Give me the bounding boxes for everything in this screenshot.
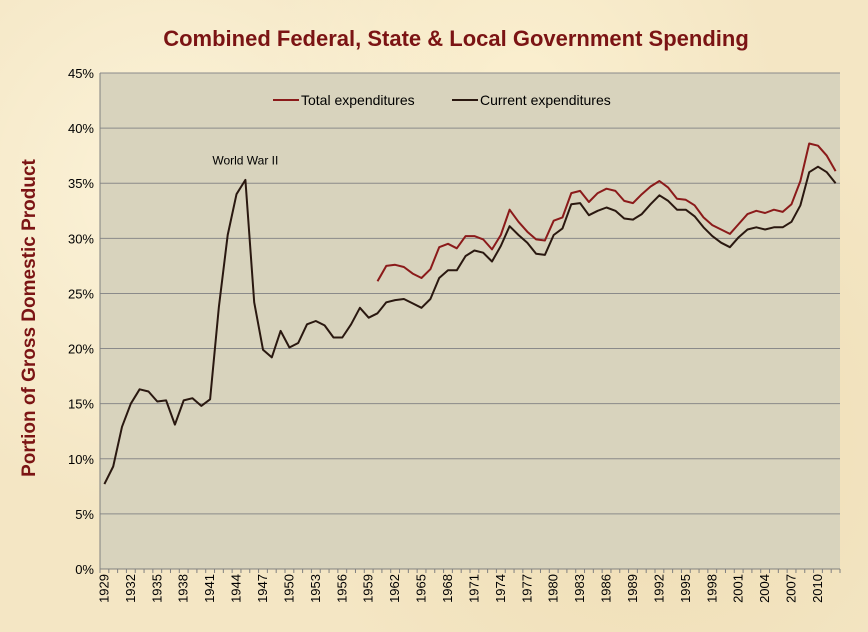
- series-lines: [103, 142, 837, 485]
- x-tick-label: 1938: [176, 574, 191, 603]
- y-tick-label: 35%: [68, 176, 94, 191]
- legend-label: Total expenditures: [301, 92, 415, 108]
- x-tick-label: 1932: [123, 574, 138, 603]
- y-tick-label: 5%: [75, 507, 94, 522]
- x-tick-label: 1953: [308, 574, 323, 603]
- x-tick-label: 1998: [704, 574, 719, 603]
- x-tick-labels: 1929 1932 1935 1938 1941 1944 1947 1950 1953 1956…: [96, 574, 825, 603]
- x-tick-label: 1944: [229, 574, 244, 603]
- series-line-current-expenditures: [103, 165, 837, 485]
- chart-title: Combined Federal, State & Local Governme…: [163, 26, 749, 51]
- x-tick-label: 1968: [440, 574, 455, 603]
- y-tick-label: 15%: [68, 397, 94, 412]
- series-line-total-expenditures: [376, 142, 837, 282]
- x-tick-label: 1986: [599, 574, 614, 603]
- annotations: World War II: [212, 153, 278, 167]
- y-tick-labels: 0% 5% 10% 15% 20% 25% 30% 35% 40% 45%: [68, 66, 94, 577]
- x-tick-label: 1959: [361, 574, 376, 603]
- x-tick-label: 1947: [255, 574, 270, 603]
- x-tick-label: 1971: [466, 574, 481, 603]
- x-tick-label: 1977: [519, 574, 534, 603]
- gridlines: [99, 72, 841, 573]
- x-tick-label: 1980: [546, 574, 561, 603]
- y-axis-label: Portion of Gross Domestic Product: [19, 158, 40, 476]
- x-tick-label: 2007: [784, 574, 799, 603]
- legend: Total expenditures Current expenditures: [273, 92, 611, 108]
- x-tick-label: 1989: [625, 574, 640, 603]
- x-tick-label: 1983: [572, 574, 587, 603]
- y-tick-label: 20%: [68, 342, 94, 357]
- legend-label: Current expenditures: [480, 92, 611, 108]
- x-tick-label: 1995: [678, 574, 693, 603]
- x-tick-label: 1965: [414, 574, 429, 603]
- y-tick-label: 25%: [68, 286, 94, 301]
- x-tick-label: 1941: [202, 574, 217, 603]
- y-tick-label: 0%: [75, 562, 94, 577]
- x-tick-label: 1974: [493, 574, 508, 603]
- y-tick-label: 40%: [68, 121, 94, 136]
- x-tick-label: 2010: [810, 574, 825, 603]
- x-tick-label: 1950: [281, 574, 296, 603]
- x-tick-label: 1992: [651, 574, 666, 603]
- x-tick-label: 1935: [149, 574, 164, 603]
- x-tick-label: 1962: [387, 574, 402, 603]
- x-tick-label: 2004: [757, 574, 772, 603]
- x-tick-label: 1956: [334, 574, 349, 603]
- y-tick-label: 10%: [68, 452, 94, 467]
- y-tick-label: 45%: [68, 66, 94, 81]
- x-tick-label: 1929: [96, 574, 111, 603]
- y-tick-label: 30%: [68, 231, 94, 246]
- annotation-label: World War II: [212, 153, 278, 167]
- plot-area: [100, 73, 840, 569]
- x-tick-label: 2001: [731, 574, 746, 603]
